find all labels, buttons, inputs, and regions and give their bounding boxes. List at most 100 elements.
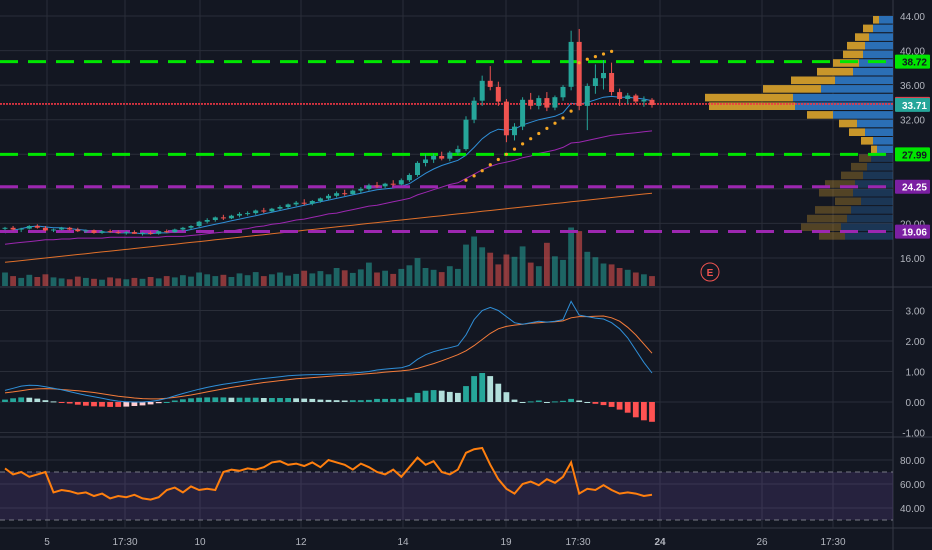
candle-body [237, 213, 242, 216]
volume-profile-bar-buy [853, 67, 893, 76]
macd-histogram-bar [252, 397, 259, 402]
volume-profile-bar-buy [863, 171, 893, 180]
volume-profile-bar-sell [841, 171, 863, 180]
candle-body [366, 185, 372, 189]
volume-bar [584, 251, 591, 286]
candle [487, 66, 493, 91]
macd-histogram-bar [26, 397, 33, 402]
volume-bar [471, 236, 477, 286]
price-level-tag: 27.99 [895, 147, 930, 162]
volume-profile-bar-sell [861, 137, 873, 145]
candle [75, 227, 81, 233]
volume-bar [406, 265, 413, 286]
candle-body [447, 152, 453, 159]
volume-bar [600, 263, 607, 286]
candle-body [245, 213, 251, 215]
volume-profile-bar-sell [819, 188, 853, 197]
volume-bar [269, 274, 275, 286]
volume-profile-bar-sell [863, 24, 873, 33]
candle [301, 199, 307, 206]
volume-bar [2, 272, 8, 286]
volume-bar [309, 273, 316, 286]
psar-dot [569, 109, 573, 113]
candle-body [67, 227, 73, 230]
volume-bar [333, 268, 340, 286]
macd-histogram-bar [560, 400, 566, 402]
candle [228, 214, 234, 220]
macd-histogram-bar [624, 402, 631, 413]
time-tick-label: 12 [295, 537, 307, 548]
macd-histogram-bar [503, 392, 510, 402]
volume-bar [487, 252, 494, 286]
candle [237, 212, 242, 218]
price-tick-label: 44.00 [900, 12, 925, 23]
time-axis: 5 17:30 10 12 14 19 17:30 24 26 17:30 [44, 537, 846, 548]
time-tick-label: 14 [397, 537, 409, 548]
macd-histogram-bar [584, 402, 591, 403]
macd-tick-label: 1.00 [906, 368, 926, 379]
candle [309, 200, 315, 206]
candle-body [406, 175, 412, 181]
candle [617, 88, 623, 106]
psar-dot [545, 126, 549, 130]
candle-body [172, 229, 178, 233]
volume-profile-bar-sell [817, 67, 853, 76]
candle [188, 225, 194, 230]
candle [495, 81, 501, 106]
macd-histogram-bar [2, 399, 8, 402]
candle [528, 92, 534, 110]
volume-bar [18, 277, 25, 286]
candle [83, 229, 89, 233]
candle-body [601, 73, 606, 79]
sma-long-layer [4, 192, 653, 263]
earnings-marker-label: E [707, 268, 714, 279]
candle [204, 218, 210, 224]
volume-bar [66, 279, 73, 287]
candle [479, 75, 485, 106]
candle [148, 231, 154, 235]
macd-histogram-bar [438, 390, 445, 402]
rsi-pane [0, 446, 893, 521]
rsi-tick-label: 60.00 [900, 480, 925, 491]
candle [131, 230, 137, 234]
macd-histogram-bar [155, 402, 162, 404]
macd-pane [2, 300, 655, 422]
psar-dot [488, 163, 492, 167]
candle-body [277, 207, 283, 209]
macd-tick-label: 2.00 [906, 337, 926, 348]
volume-profile-bar-buy [821, 85, 893, 93]
candle-body [358, 188, 364, 191]
candle-body [641, 99, 647, 102]
volume-profile-bar-sell [859, 154, 871, 162]
candle [172, 228, 178, 233]
volume-bar [325, 274, 332, 286]
time-tick-label: 10 [194, 537, 206, 548]
macd-histogram-bar [414, 392, 421, 402]
volume-bar [10, 276, 16, 286]
last-price-tag-box [895, 97, 930, 112]
candle [212, 216, 218, 222]
earnings-marker[interactable]: E [700, 262, 720, 282]
macd-histogram-bar [430, 390, 437, 402]
volume-profile-bar-buy [833, 111, 893, 119]
candle-body [471, 100, 477, 120]
volume-bar [568, 227, 574, 286]
volume-profile-bar-sell [825, 180, 855, 188]
candle-body [560, 86, 566, 98]
volume-profile-bar-sell [763, 85, 821, 93]
candle [277, 205, 283, 211]
volume-bar [171, 277, 178, 286]
candle-body [26, 226, 32, 229]
volume-profile-bar-buy [873, 137, 893, 145]
volume-profile-bar-buy [865, 41, 893, 50]
candle-body [431, 156, 437, 160]
macd-histogram-bar [374, 398, 380, 402]
last-price-tag-text: 33.71 [902, 101, 927, 112]
candle-body [609, 73, 615, 92]
candle-body [91, 230, 97, 233]
candle-body [75, 229, 81, 232]
candle [253, 209, 259, 215]
macd-histogram-bar [180, 399, 186, 402]
candle-body [520, 99, 526, 127]
price-tick-label: 40.00 [900, 47, 925, 58]
